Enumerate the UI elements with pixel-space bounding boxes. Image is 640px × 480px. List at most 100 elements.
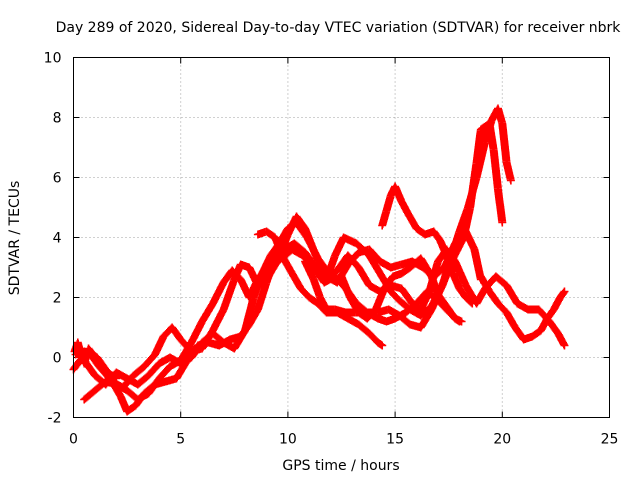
data-marker: [292, 212, 309, 232]
data-marker: [449, 234, 467, 263]
data-marker: [116, 392, 131, 415]
x-tick-label: 10: [279, 432, 297, 448]
y-axis-label: SDTVAR / TECUs: [7, 181, 23, 296]
data-marker: [543, 306, 557, 323]
data-marker: [494, 299, 510, 316]
y-tick-label: 6: [53, 171, 62, 187]
data-marker: [352, 239, 373, 259]
data-marker: [365, 329, 381, 346]
data-marker: [434, 290, 450, 310]
data-marker: [279, 254, 296, 277]
data-marker: [472, 285, 489, 308]
data-marker: [455, 284, 469, 301]
data-marker: [309, 263, 328, 286]
y-tick-label: 2: [53, 291, 62, 307]
data-marker: [511, 323, 527, 343]
data-marker: [485, 287, 502, 307]
series-trace-10: [70, 338, 121, 383]
data-series: [69, 104, 569, 416]
data-marker: [324, 253, 339, 278]
data-marker: [494, 104, 506, 126]
data-marker: [112, 374, 121, 383]
data-marker: [427, 272, 442, 297]
data-marker: [309, 275, 324, 300]
data-marker: [472, 127, 485, 167]
x-tick-labels: 0 5 10 15 20 25: [69, 432, 618, 448]
data-marker: [506, 176, 515, 185]
data-marker: [386, 287, 403, 304]
data-marker: [331, 234, 347, 260]
series-trace-6: [378, 182, 477, 308]
y-tick-labels: -2 0 2 4 6 8 10: [44, 51, 62, 427]
data-marker: [80, 387, 98, 404]
data-marker: [560, 341, 569, 350]
data-marker: [354, 320, 373, 337]
y-tick-label: 4: [53, 231, 62, 247]
data-marker: [442, 251, 457, 276]
x-tick-label: 5: [176, 432, 185, 448]
data-marker: [457, 317, 466, 326]
data-marker: [108, 377, 124, 400]
data-marker: [498, 218, 507, 227]
data-marker: [258, 252, 275, 278]
data-marker: [485, 119, 498, 153]
data-marker: [461, 293, 476, 307]
data-marker: [140, 351, 158, 371]
data-marker: [449, 269, 463, 292]
data-marker: [93, 353, 105, 367]
y-tick-label: 8: [53, 111, 62, 127]
data-marker: [378, 341, 387, 350]
data-marker: [491, 272, 510, 289]
data-marker: [489, 146, 502, 192]
data-marker: [380, 273, 397, 293]
data-marker: [292, 218, 311, 241]
data-marker: [208, 279, 227, 308]
series-trace-9: [476, 272, 569, 344]
data-marker: [262, 262, 277, 287]
data-marker: [397, 264, 413, 278]
x-axis-label: GPS time / hours: [282, 458, 399, 474]
data-marker: [416, 254, 435, 280]
data-marker: [253, 280, 270, 314]
data-marker: [183, 342, 201, 365]
data-marker: [296, 284, 313, 301]
data-marker: [290, 239, 308, 256]
data-marker: [401, 300, 420, 317]
data-marker: [97, 359, 111, 376]
data-marker: [502, 281, 521, 307]
data-marker: [131, 390, 148, 410]
plot-frame: [73, 57, 610, 418]
chart-title: Day 289 of 2020, Sidereal Day-to-day VTE…: [56, 20, 622, 36]
data-marker: [271, 233, 287, 262]
data-marker: [371, 285, 388, 314]
data-marker: [466, 160, 481, 212]
data-marker: [129, 363, 148, 380]
x-tick-label: 0: [69, 432, 78, 448]
data-marker: [442, 302, 459, 322]
data-marker: [470, 245, 485, 282]
data-marker: [262, 227, 278, 241]
data-marker: [123, 402, 139, 416]
data-marker: [337, 272, 354, 301]
data-marker: [343, 251, 362, 271]
data-marker: [219, 277, 238, 314]
data-marker: [144, 360, 163, 380]
data-marker: [228, 266, 244, 283]
data-marker: [416, 306, 435, 332]
data-marker: [412, 288, 431, 308]
y-tick-label: 10: [44, 51, 62, 67]
data-marker: [498, 119, 511, 165]
data-marker: [301, 257, 317, 283]
data-marker: [84, 344, 96, 358]
data-marker: [236, 321, 253, 341]
data-marker: [365, 245, 384, 265]
x-tick-label: 15: [386, 432, 404, 448]
data-marker: [423, 287, 441, 304]
data-marker: [103, 368, 120, 382]
data-marker: [494, 185, 507, 225]
data-marker: [245, 306, 262, 329]
data-marker: [249, 271, 266, 302]
data-marker: [476, 272, 493, 295]
data-marker: [502, 308, 519, 331]
